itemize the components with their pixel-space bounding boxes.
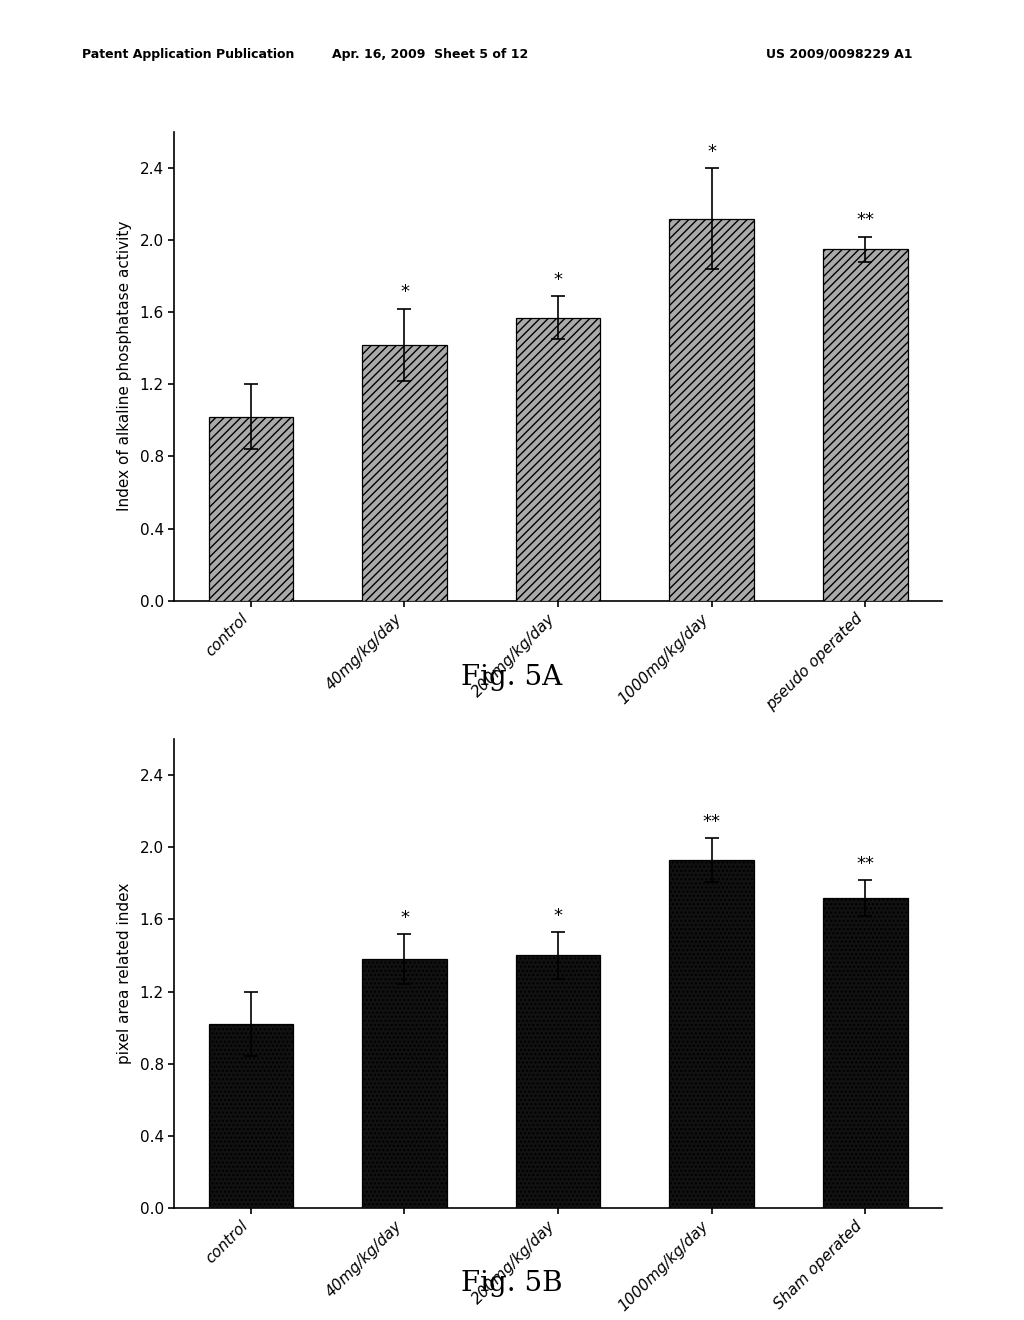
Bar (209, 417, 293, 601)
Text: *: * (400, 284, 409, 301)
Bar (823, 249, 907, 601)
Bar (516, 956, 600, 1208)
Text: Fig. 5B: Fig. 5B (461, 1270, 563, 1296)
Text: Fig. 5A: Fig. 5A (462, 664, 562, 690)
Text: **: ** (856, 854, 874, 873)
Text: *: * (554, 907, 562, 925)
Text: **: ** (856, 211, 874, 230)
Bar (670, 219, 754, 601)
Text: Patent Application Publication: Patent Application Publication (82, 48, 294, 61)
Bar (516, 318, 600, 601)
Y-axis label: Index of alkaline phosphatase activity: Index of alkaline phosphatase activity (118, 222, 132, 511)
Text: *: * (708, 143, 716, 161)
Bar (670, 859, 754, 1208)
Text: *: * (554, 271, 562, 289)
Text: **: ** (702, 813, 721, 832)
Y-axis label: pixel area related index: pixel area related index (118, 883, 132, 1064)
Bar (823, 898, 907, 1208)
Bar (362, 960, 446, 1208)
Text: US 2009/0098229 A1: US 2009/0098229 A1 (766, 48, 913, 61)
Text: Apr. 16, 2009  Sheet 5 of 12: Apr. 16, 2009 Sheet 5 of 12 (332, 48, 528, 61)
Text: *: * (400, 908, 409, 927)
Bar (209, 1024, 293, 1208)
Bar (362, 345, 446, 601)
